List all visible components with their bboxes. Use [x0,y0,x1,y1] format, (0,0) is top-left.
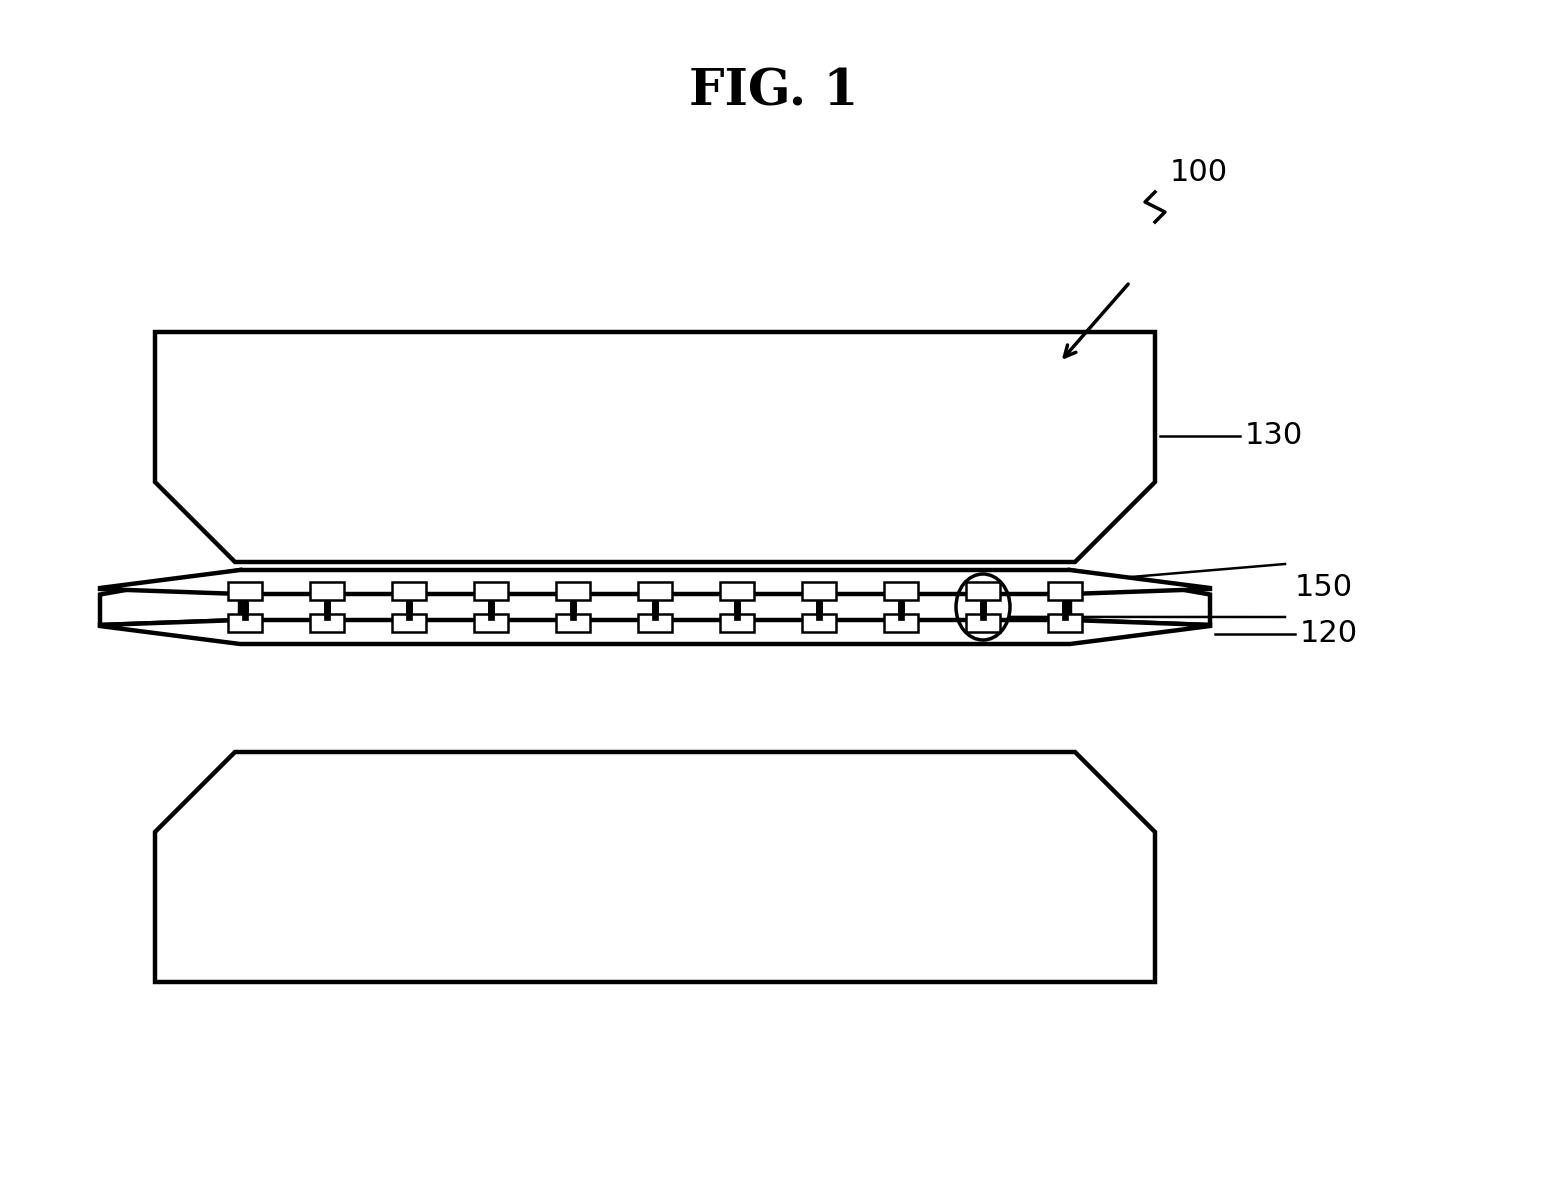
Bar [734,595,740,613]
Bar [228,613,262,632]
Bar [816,600,822,621]
Bar [898,600,904,621]
Polygon shape [1070,570,1211,625]
Bar [884,613,918,632]
Bar [966,613,1000,632]
Bar [488,595,494,613]
Bar [1048,613,1082,632]
Polygon shape [101,570,1211,595]
Bar [966,582,1000,600]
Bar [816,595,822,613]
Text: 150: 150 [1296,573,1353,603]
Polygon shape [155,752,1155,982]
Bar [474,613,508,632]
Bar [1062,600,1068,621]
Bar [980,595,986,613]
Bar [1062,595,1068,613]
Bar [392,613,426,632]
Bar [474,582,508,600]
Text: FIG. 1: FIG. 1 [689,67,859,117]
Bar [638,613,672,632]
Bar [720,613,754,632]
Polygon shape [101,621,1211,644]
Bar [310,582,344,600]
Text: 100: 100 [1170,158,1228,187]
Bar [406,595,412,613]
Text: 130: 130 [1245,421,1303,450]
Bar [406,600,412,621]
Bar [556,613,590,632]
Bar [1048,582,1082,600]
Bar [228,582,262,600]
Bar [488,600,494,621]
Polygon shape [155,332,1155,561]
Bar [570,595,576,613]
Bar [310,613,344,632]
Bar [884,582,918,600]
Bar [241,595,248,613]
Polygon shape [101,570,240,625]
Bar [802,582,836,600]
Bar [720,582,754,600]
Bar [324,600,330,621]
Bar [392,582,426,600]
Bar [652,600,658,621]
Bar [556,582,590,600]
Bar [802,613,836,632]
Bar [652,595,658,613]
Bar [980,600,986,621]
Bar [898,595,904,613]
Bar [734,600,740,621]
Bar [570,600,576,621]
Bar [241,600,248,621]
Bar [638,582,672,600]
Bar [324,595,330,613]
Text: 120: 120 [1300,619,1358,649]
